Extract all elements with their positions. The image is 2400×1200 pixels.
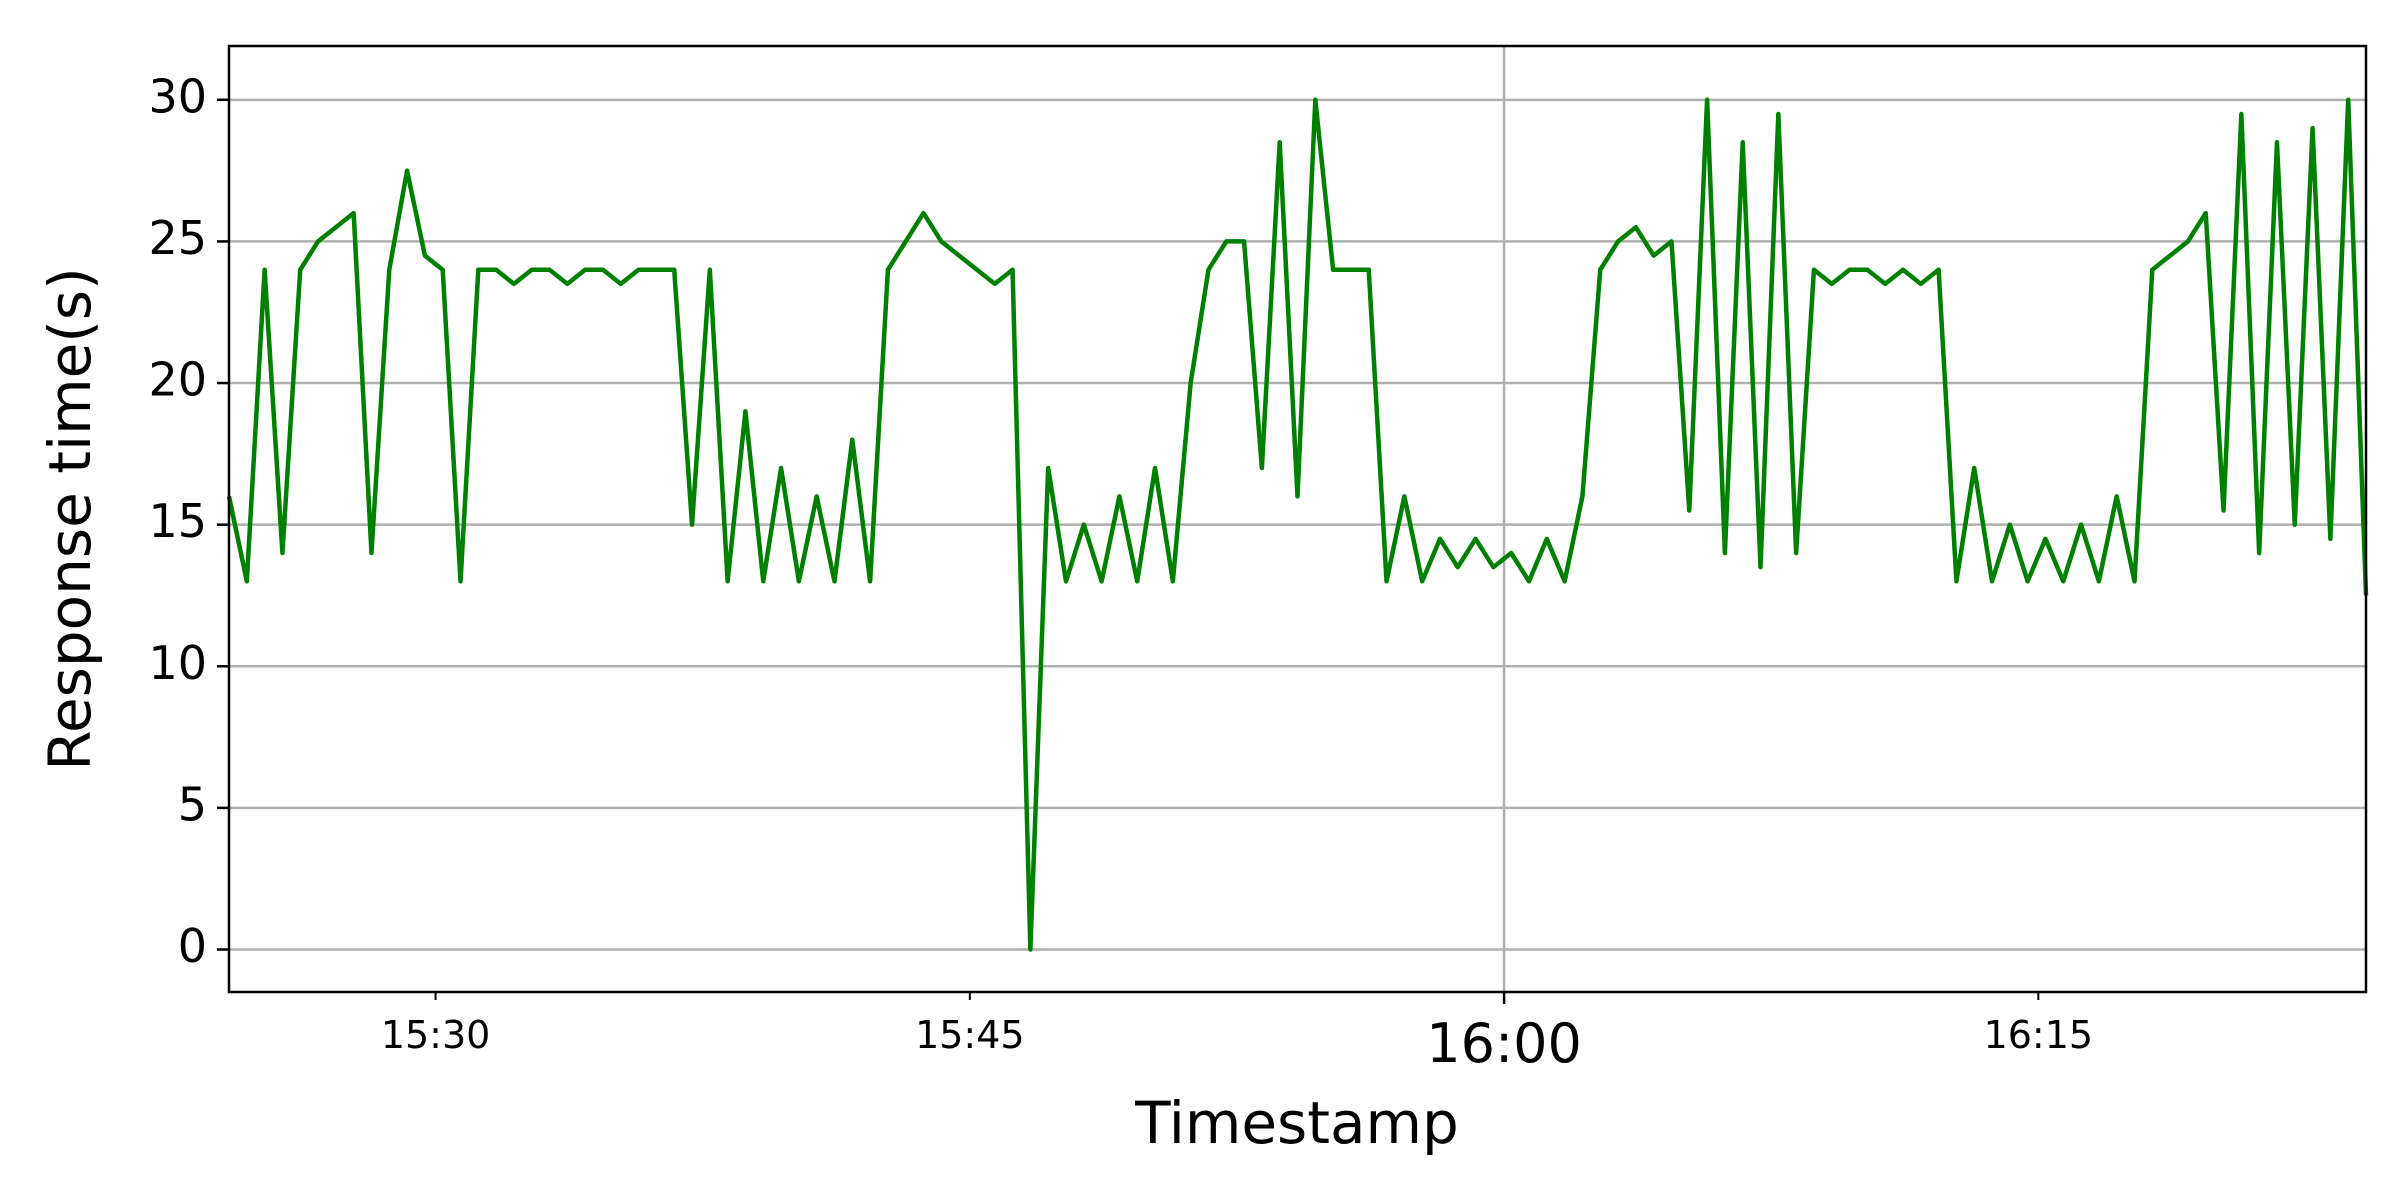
y-tick-label: 25 [148,211,207,265]
plot-area [226,97,2369,952]
y-axis-label: Response time(s) [36,267,104,771]
x-tick-label: 15:45 [915,1013,1025,1057]
x-tick-label: 16:00 [1426,1012,1582,1075]
y-tick-label: 20 [148,353,207,407]
y-tick-label: 10 [148,636,207,690]
ticks: 0 5 10 15 20 25 30 16:00 15:30 15:45 16:15 [148,69,2093,1075]
y-tick-label: 0 [178,919,207,973]
axes-frame [227,44,2368,994]
data-line [226,97,2369,952]
grid [229,46,2366,992]
y-tick-label: 5 [178,777,207,831]
x-tick-label: 15:30 [381,1013,491,1057]
x-tick-label: 16:15 [1984,1013,2094,1057]
y-tick-label: 15 [148,494,207,548]
y-tick-label: 30 [148,69,207,123]
x-axis-label: Timestamp [1134,1089,1459,1157]
